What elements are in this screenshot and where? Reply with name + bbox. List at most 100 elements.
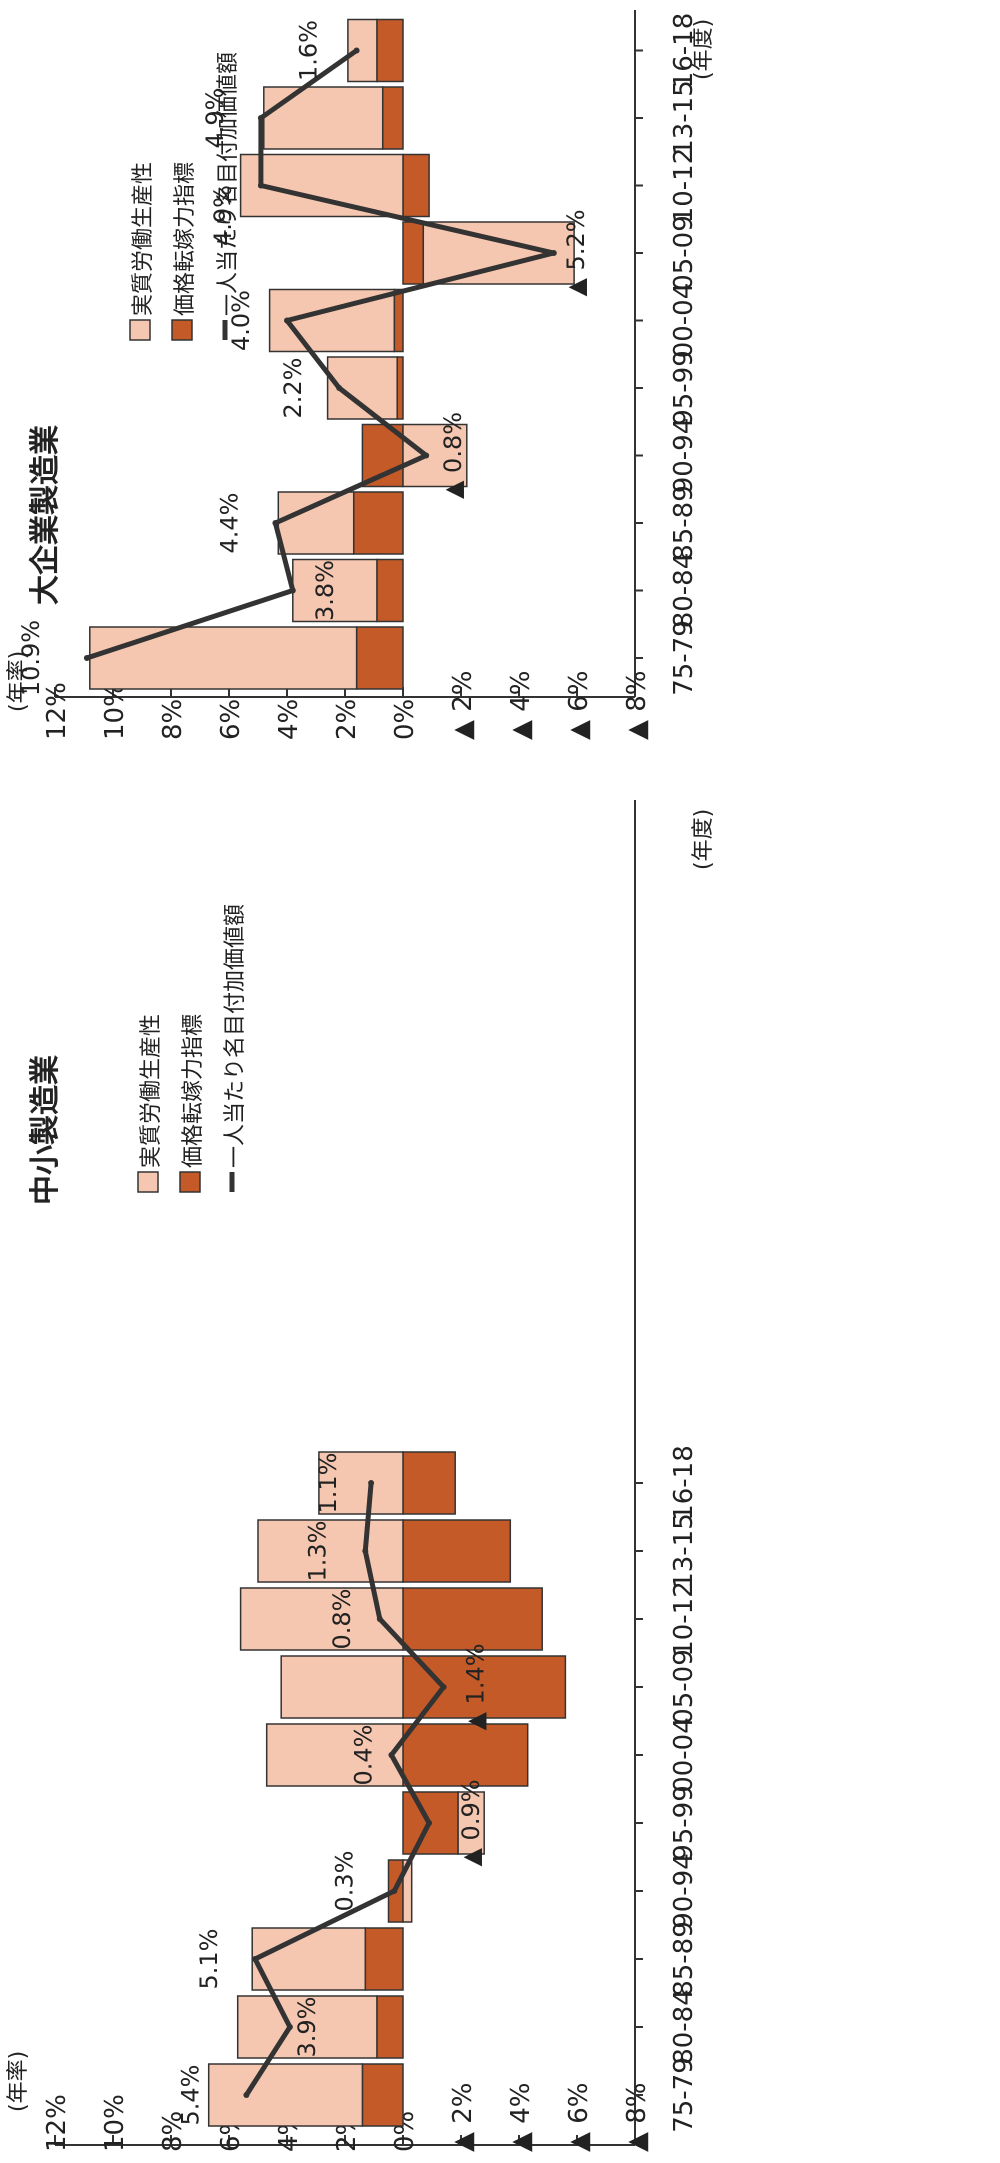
bar-real-labor-productivity [209, 2064, 363, 2126]
data-label: 5.4% [176, 2065, 204, 2126]
legend: 実質労働生産性 価格転嫁力指標 一人当たり名目付加価値額 [138, 904, 248, 1192]
bar-price-pass-through [403, 155, 429, 217]
category-label: 85-89 [669, 1921, 699, 1997]
category-label: 95-99 [669, 1785, 699, 1861]
line-point [258, 183, 264, 189]
category-label: 95-99 [669, 350, 699, 426]
bar-real-labor-productivity [264, 87, 383, 149]
line-point [362, 1548, 368, 1554]
category-label: 90-94 [669, 1853, 699, 1929]
category-label: 13-15 [669, 1513, 699, 1589]
bar-price-pass-through [397, 357, 403, 419]
legend-label-real-labor-productivity: 実質労働生産性 [139, 1014, 164, 1168]
data-label: 5.1% [195, 1929, 223, 1990]
data-label: ▲ 5.2% [562, 209, 590, 296]
category-label: 80-84 [669, 553, 699, 629]
bar-price-pass-through [377, 560, 403, 622]
line-point [423, 453, 429, 459]
bar-real-labor-productivity [252, 1928, 365, 1990]
data-label: 4.0% [227, 290, 255, 351]
value-tick-label: 10% [100, 682, 130, 740]
line-point [551, 250, 557, 256]
value-tick-label: 4% [274, 699, 304, 740]
bar-price-pass-through [394, 290, 403, 352]
x-unit-label: (年度) [691, 809, 716, 870]
data-label: 10.9% [17, 620, 45, 696]
value-tick-label: ▲ 4% [506, 2082, 536, 2152]
legend-item-price-pass-through: 価格転嫁力指標 [172, 162, 198, 340]
line-point [284, 318, 290, 324]
line-point [272, 520, 278, 526]
legend-label-price-pass-through: 価格転嫁力指標 [173, 162, 198, 316]
value-tick-label: 12% [42, 2094, 72, 2152]
line-point [84, 655, 90, 661]
bar-real-labor-productivity [90, 627, 357, 689]
value-tick-label: 10% [100, 2094, 130, 2152]
value-tick-label: ▲ 8% [622, 2082, 652, 2152]
bar-price-pass-through [357, 627, 403, 689]
line-point [426, 1820, 432, 1826]
legend-item-price-pass-through: 価格転嫁力指標 [180, 1014, 206, 1192]
data-label: ▲ 0.8% [439, 412, 467, 499]
data-label: 0.8% [328, 1589, 356, 1650]
value-tick-label: ▲ 6% [564, 670, 594, 740]
data-label: 3.8% [311, 560, 339, 621]
line-point [243, 2092, 249, 2098]
legend-label-price-pass-through: 価格転嫁力指標 [181, 1014, 206, 1168]
line-point [336, 385, 342, 391]
legend-swatch-real-labor-productivity [138, 1172, 158, 1192]
value-tick-label: ▲ 8% [622, 670, 652, 740]
legend-label-nominal-value-added: 一人当たり名目付加価値額 [223, 904, 248, 1168]
data-label: 0.3% [330, 1851, 358, 1912]
chart-large-manufacturing: 大企業製造業 実質労働生産性 価格転嫁力指標 一人当たり名目付加価値額 12% 1… [6, 10, 716, 740]
line-point [354, 48, 360, 54]
legend-item-real-labor-productivity: 実質労働生産性 [138, 1014, 164, 1192]
bar-price-pass-through [354, 492, 403, 554]
category-label: 16-18 [669, 13, 699, 89]
bar-price-pass-through [403, 1452, 455, 1514]
bar-real-labor-productivity [267, 1724, 403, 1786]
data-label: 1.1% [314, 1453, 342, 1514]
category-label: 00-04 [669, 1717, 699, 1793]
category-label: 05-09 [669, 215, 699, 291]
bars [209, 1452, 566, 2126]
chart-title: 中小製造業 [28, 1055, 63, 1205]
data-label: ▲ 1.4% [462, 1643, 490, 1730]
line-point [258, 115, 264, 121]
bar-price-pass-through [403, 1588, 542, 1650]
category-label: 13-15 [669, 80, 699, 156]
line-point [252, 1956, 258, 1962]
legend-swatch-price-pass-through [172, 320, 192, 340]
data-label: 0.4% [349, 1725, 377, 1786]
data-label: 3.9% [293, 1997, 321, 2058]
category-label: 00-04 [669, 283, 699, 359]
data-label: ▲ 0.9% [457, 1779, 485, 1866]
bar-price-pass-through [377, 1996, 403, 2058]
data-label: 1.6% [295, 20, 323, 81]
legend-item-nominal-value-added: 一人当たり名目付加価値額 [223, 904, 248, 1192]
category-label: 85-89 [669, 485, 699, 561]
y-unit-label: (年率) [6, 2051, 31, 2112]
value-tick-label: 8% [158, 699, 188, 740]
category-label: 75-79 [669, 2057, 699, 2133]
bar-real-labor-productivity [281, 1656, 403, 1718]
value-tick-label: ▲ 2% [448, 670, 478, 740]
value-tick-label: 6% [216, 699, 246, 740]
data-label: 1.3% [303, 1521, 331, 1582]
bar-price-pass-through [362, 2064, 403, 2126]
bar-real-labor-productivity [348, 20, 377, 82]
line-point [391, 1888, 397, 1894]
legend-item-real-labor-productivity: 実質労働生産性 [130, 162, 156, 340]
line-point [441, 1684, 447, 1690]
category-label: 16-18 [669, 1445, 699, 1521]
data-label: 4.9% [201, 88, 229, 149]
legend-swatch-real-labor-productivity [130, 320, 150, 340]
bar-price-pass-through [403, 222, 423, 284]
value-tick-label: ▲ 2% [448, 2082, 478, 2152]
category-label: 75-79 [669, 620, 699, 696]
category-label: 05-09 [669, 1649, 699, 1725]
line-point [388, 1752, 394, 1758]
data-label: 2.2% [279, 358, 307, 419]
category-label: 10-12 [669, 148, 699, 224]
